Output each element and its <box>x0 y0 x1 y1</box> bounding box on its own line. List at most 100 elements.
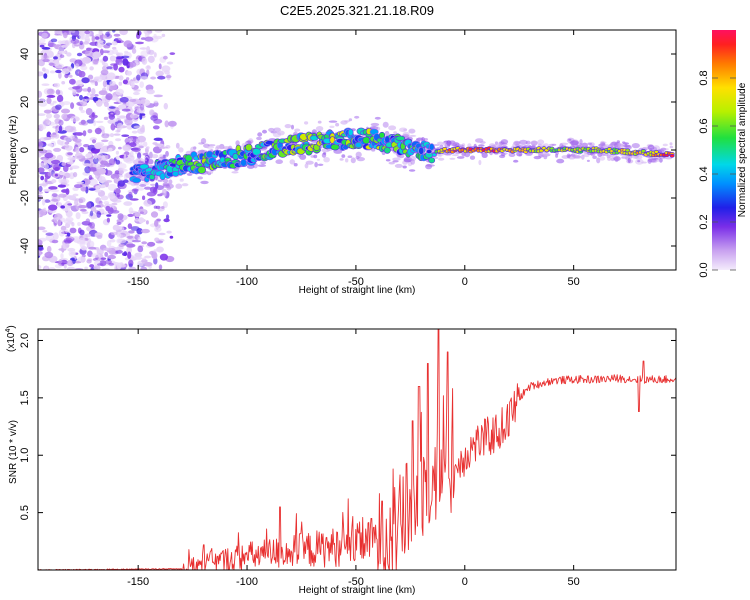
signal-haze-blob <box>314 162 318 168</box>
noise-blob <box>80 246 88 251</box>
spectrogram-y-label: Frequency (Hz) <box>8 116 19 185</box>
noise-blob <box>102 80 107 88</box>
noise-blob <box>75 146 80 154</box>
signal-haze-blob <box>555 153 559 158</box>
noise-blob <box>112 30 116 33</box>
noise-blob <box>115 155 120 160</box>
signal-haze-blob <box>469 155 476 160</box>
noise-blob <box>111 41 118 46</box>
noise-blob <box>55 104 62 110</box>
noise-blob <box>164 70 170 75</box>
signal-blob <box>197 165 206 174</box>
signal-haze-blob <box>200 180 209 185</box>
noise-blob <box>129 142 137 148</box>
noise-blob <box>106 240 112 247</box>
noise-blob <box>93 157 99 165</box>
noise-blob <box>66 232 71 237</box>
noise-blob <box>134 252 143 258</box>
noise-blob <box>157 75 166 80</box>
signal-blob <box>131 177 142 184</box>
signal-haze-blob <box>138 160 144 164</box>
noise-blob <box>64 73 69 79</box>
noise-blob <box>125 158 134 164</box>
noise-blob <box>124 118 133 126</box>
noise-blob <box>79 94 83 101</box>
noise-blob <box>140 266 147 270</box>
noise-blob <box>58 259 63 264</box>
noise-blob <box>130 210 138 214</box>
noise-blob <box>153 137 163 141</box>
noise-blob <box>97 153 104 158</box>
signal-haze-blob <box>159 146 169 149</box>
noise-blob <box>91 139 97 144</box>
x-tick-label: -100 <box>236 276 258 288</box>
noise-blob <box>115 138 122 142</box>
noise-blob <box>94 36 100 40</box>
noise-blob <box>147 241 156 247</box>
noise-blob <box>166 214 170 220</box>
noise-blob <box>81 56 92 64</box>
noise-blob <box>79 237 86 244</box>
noise-blob <box>146 146 150 150</box>
noise-blob <box>44 251 54 259</box>
noise-blob <box>45 232 54 236</box>
signal-haze-blob <box>478 159 482 166</box>
noise-blob <box>72 91 77 95</box>
noise-blob <box>99 48 104 56</box>
noise-blob <box>92 59 99 65</box>
signal-haze-blob <box>197 176 203 180</box>
noise-blob <box>80 119 86 125</box>
signal-haze-blob <box>347 155 353 158</box>
noise-blob <box>104 170 113 176</box>
snr-y-ticks: 0.5 1.0 1.5 2.0 <box>19 333 676 520</box>
noise-blob <box>126 246 132 254</box>
noise-blob <box>118 146 122 150</box>
x-tick-label: 0 <box>462 276 468 288</box>
y-tick-label: -40 <box>19 238 31 254</box>
noise-blob <box>133 100 141 105</box>
colorbar-tick-label: 0.6 <box>698 118 710 133</box>
signal-haze-blob <box>530 140 538 146</box>
signal-haze-blob <box>660 147 667 151</box>
signal-haze-blob <box>344 120 350 123</box>
noise-blob <box>80 31 84 39</box>
signal-core <box>128 127 675 184</box>
noise-blob <box>107 254 116 260</box>
signal-blob <box>426 149 433 154</box>
signal-haze-blob <box>531 144 536 148</box>
noise-blob <box>102 247 113 251</box>
noise-blob <box>38 183 49 186</box>
noise-blob <box>96 41 104 48</box>
snr-series-line <box>38 329 676 570</box>
noise-blob <box>52 132 57 135</box>
signal-haze-blob <box>157 179 163 182</box>
noise-blob <box>44 177 48 182</box>
signal-haze-blob <box>592 155 597 159</box>
noise-blob <box>61 108 70 114</box>
noise-blob <box>85 201 92 209</box>
noise-blob <box>76 181 85 184</box>
signal-haze-blob <box>310 155 315 158</box>
noise-blob <box>53 82 61 88</box>
signal-haze-blob <box>268 127 275 132</box>
noise-blob <box>75 132 84 136</box>
noise-blob <box>56 94 64 103</box>
noise-blob <box>163 102 168 110</box>
noise-blob <box>115 129 121 133</box>
noise-blob <box>46 97 52 105</box>
noise-blob <box>143 262 153 267</box>
signal-haze-blob <box>425 164 435 167</box>
noise-blob <box>50 38 58 43</box>
noise-blob <box>65 243 70 248</box>
signal-haze-blob <box>139 184 147 187</box>
noise-blob <box>136 228 143 235</box>
signal-haze-blob <box>596 157 601 164</box>
noise-blob <box>43 188 52 192</box>
signal-haze-blob <box>289 159 296 165</box>
noise-blob <box>154 220 159 227</box>
noise-blob <box>90 206 97 212</box>
noise-blob <box>82 41 90 45</box>
noise-blob <box>90 93 94 98</box>
noise-blob <box>158 232 166 236</box>
noise-blob <box>94 127 102 135</box>
